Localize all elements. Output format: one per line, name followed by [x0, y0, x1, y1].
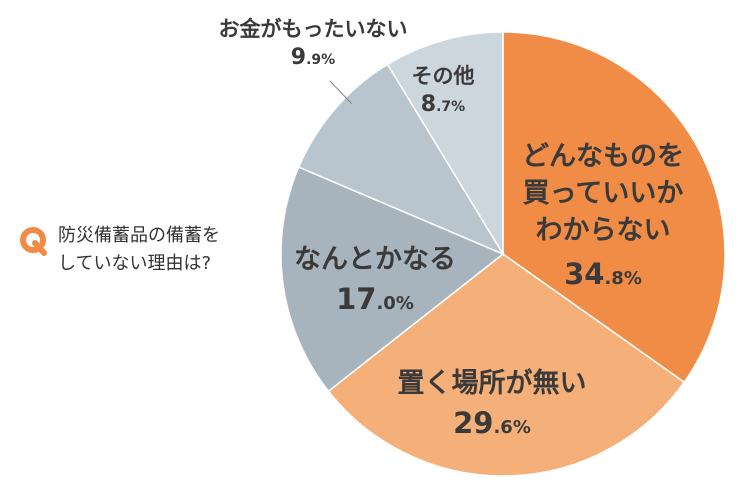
q-icon	[18, 226, 48, 256]
slice-label-1-line-3: わからない	[536, 215, 671, 246]
pie-slice-2	[327, 253, 686, 477]
pie-slice-5	[386, 31, 504, 257]
slice-label-group-4: お金がもったいない 9.9%	[219, 17, 408, 70]
question-block: 防災備蓄品の備蓄を していない理由は?	[18, 222, 220, 278]
slice-value-3: 17.0%	[336, 282, 414, 316]
slice-value-2: 29.6%	[453, 406, 531, 440]
slice-label-3-line-1: なんとかなる	[294, 244, 456, 275]
slice-label-group-2: 置く場所が無い 29.6%	[398, 367, 587, 440]
slice-label-1-line-1: どんなものを	[522, 141, 684, 172]
slice-value-5: 8.7%	[421, 92, 465, 117]
slice-label-4-line-1: お金がもったいない	[219, 17, 408, 41]
question-line-2: していない理由は?	[58, 253, 212, 274]
slice-value-1: 34.8%	[564, 257, 642, 291]
leader-line	[329, 80, 353, 105]
slice-label-2-line-1: 置く場所が無い	[398, 367, 587, 399]
pie-slice-1	[502, 31, 726, 384]
slice-label-1-line-2: 買っていいか	[523, 178, 684, 209]
pie-slices	[280, 31, 726, 477]
pie-slice-3	[280, 166, 505, 393]
slice-value-4: 9.9%	[291, 45, 335, 70]
question-text: 防災備蓄品の備蓄を していない理由は?	[58, 222, 220, 278]
slice-label-group-3: なんとかなる 17.0%	[294, 244, 456, 316]
slice-label-group-5: その他 8.7%	[412, 64, 475, 117]
slice-label-5-line-1: その他	[412, 64, 475, 88]
pie-slice-4	[297, 63, 505, 256]
question-line-1: 防災備蓄品の備蓄を	[58, 225, 220, 246]
